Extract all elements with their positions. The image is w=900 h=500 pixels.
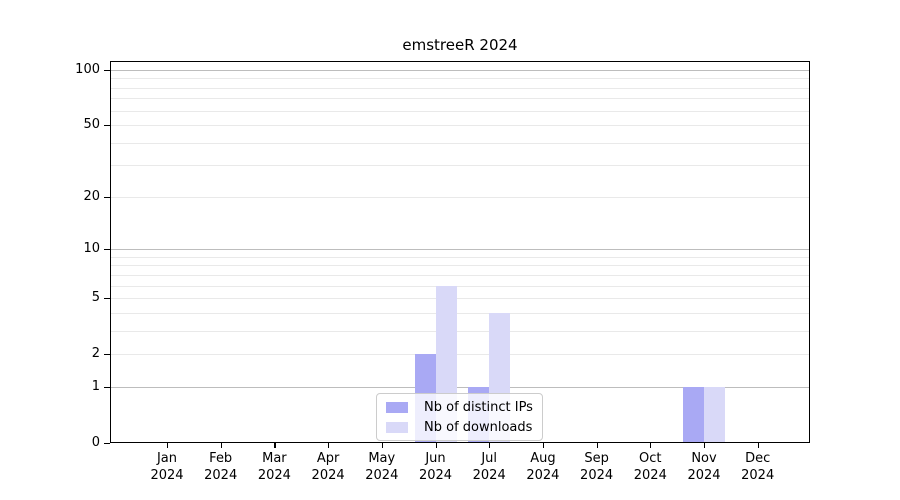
x-tick-label-nov: Nov 2024 xyxy=(676,450,732,484)
gridline-minor xyxy=(110,196,810,198)
x-tick xyxy=(167,443,169,448)
gridline-minor xyxy=(110,142,810,144)
x-tick-month: Dec xyxy=(745,451,771,466)
x-tick-year: 2024 xyxy=(741,468,775,483)
bar-nov-downloads xyxy=(704,386,725,443)
gridline-minor xyxy=(110,298,810,300)
legend-swatch-downloads xyxy=(386,421,408,433)
plot-area xyxy=(110,61,810,443)
x-tick-label-jul: Jul 2024 xyxy=(461,450,517,484)
legend: Nb of distinct IPs Nb of downloads xyxy=(376,393,543,441)
x-tick xyxy=(328,443,330,448)
x-tick-year: 2024 xyxy=(257,468,291,483)
x-tick-month: May xyxy=(368,451,396,466)
x-tick-label-oct: Oct 2024 xyxy=(622,450,678,484)
gridline-minor xyxy=(110,285,810,287)
x-tick-year: 2024 xyxy=(418,468,453,483)
y-tick-label: 10 xyxy=(83,241,100,257)
y-tick-label: 2 xyxy=(91,346,100,362)
x-tick-month: Jul xyxy=(481,451,498,466)
x-tick-year: 2024 xyxy=(472,468,506,483)
x-tick-month: Jun xyxy=(425,451,446,466)
y-tick-label: 20 xyxy=(83,188,100,204)
x-tick-year: 2024 xyxy=(311,468,345,483)
x-tick-month: Feb xyxy=(209,451,233,466)
gridline-minor xyxy=(110,330,810,332)
gridline-major xyxy=(110,70,810,71)
legend-item-distinct-ips: Nb of distinct IPs xyxy=(386,399,533,415)
y-tick xyxy=(104,70,110,72)
x-tick xyxy=(596,443,598,448)
y-tick xyxy=(104,125,110,127)
y-tick xyxy=(104,354,110,356)
gridline-major xyxy=(110,386,810,388)
y-tick-label: 1 xyxy=(91,378,100,394)
x-tick-label-may: May 2024 xyxy=(354,450,410,484)
x-tick-label-dec: Dec 2024 xyxy=(730,450,786,484)
gridline-minor xyxy=(110,312,810,314)
y-tick-label: 0 xyxy=(91,435,100,450)
x-tick xyxy=(274,443,276,448)
gridline-minor xyxy=(110,98,810,100)
x-tick xyxy=(542,443,545,448)
x-tick-label-feb: Feb 2024 xyxy=(193,450,249,484)
x-tick-year: 2024 xyxy=(687,468,721,483)
y-tick-label: 50 xyxy=(83,117,100,133)
y-tick xyxy=(104,386,110,389)
gridline-minor xyxy=(110,274,810,276)
legend-swatch-distinct-ips xyxy=(386,401,408,413)
y-tick xyxy=(104,298,110,300)
legend-label-downloads: Nb of downloads xyxy=(424,419,533,435)
x-tick-year: 2024 xyxy=(150,468,184,483)
gridline-minor xyxy=(110,256,810,258)
x-tick-label-aug: Aug 2024 xyxy=(515,450,571,484)
x-tick-month: Mar xyxy=(262,451,287,466)
x-tick xyxy=(220,443,222,448)
x-tick-year: 2024 xyxy=(633,468,667,483)
x-tick-year: 2024 xyxy=(365,468,399,483)
legend-label-distinct-ips: Nb of distinct IPs xyxy=(424,399,533,415)
legend-item-downloads: Nb of downloads xyxy=(386,419,533,435)
x-tick-month: Jan xyxy=(156,451,178,466)
x-tick-month: Sep xyxy=(584,451,609,466)
x-tick-month: Oct xyxy=(639,451,662,466)
x-tick xyxy=(704,443,706,448)
gridline-major xyxy=(110,249,810,251)
x-tick-month: Nov xyxy=(691,451,717,466)
y-tick xyxy=(104,249,110,251)
x-tick-label-jun: Jun 2024 xyxy=(408,450,464,484)
x-tick-label-apr: Apr 2024 xyxy=(300,450,356,484)
y-tick xyxy=(104,443,110,445)
x-tick xyxy=(489,443,491,448)
x-tick-month: Aug xyxy=(530,451,556,466)
x-tick-year: 2024 xyxy=(204,468,238,483)
y-tick xyxy=(104,196,110,199)
gridline-minor xyxy=(110,165,810,167)
gridline-minor xyxy=(110,87,810,89)
x-tick-month: Apr xyxy=(316,451,340,466)
gridline-minor xyxy=(110,110,810,112)
x-tick-label-mar: Mar 2024 xyxy=(246,450,302,484)
gridline-minor xyxy=(110,125,810,127)
y-tick-label: 5 xyxy=(91,290,100,306)
x-tick xyxy=(381,443,383,448)
chart-title: emstreeR 2024 xyxy=(402,36,518,54)
x-tick xyxy=(757,443,759,448)
x-tick-label-sep: Sep 2024 xyxy=(569,450,625,484)
x-tick-year: 2024 xyxy=(580,468,614,483)
gridline-minor xyxy=(110,265,810,267)
x-tick xyxy=(650,443,652,448)
bar-nov-ips xyxy=(683,386,704,443)
x-tick-year: 2024 xyxy=(526,468,560,483)
y-tick-label: 100 xyxy=(75,62,100,77)
gridline-minor xyxy=(110,354,810,356)
x-tick xyxy=(435,443,437,448)
x-tick-label-jan: Jan 2024 xyxy=(139,450,195,484)
gridline-minor xyxy=(110,78,810,80)
